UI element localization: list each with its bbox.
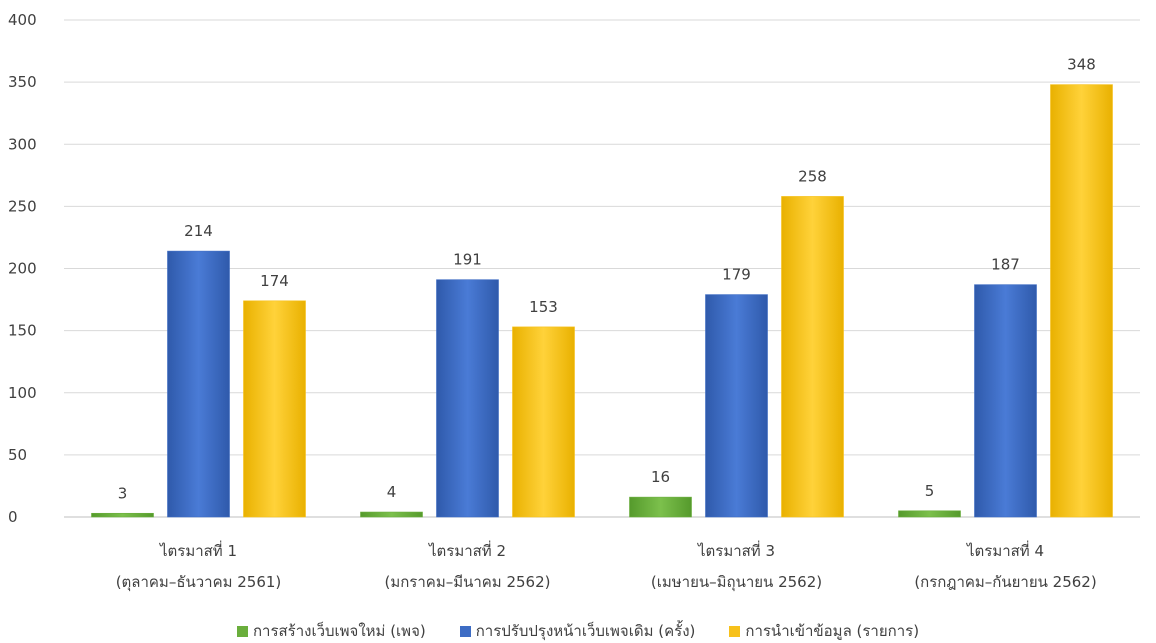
bar-series-1-q2 — [360, 511, 423, 518]
bar-series-2-q2 — [436, 279, 499, 518]
data-label: 191 — [453, 251, 482, 269]
data-label: 4 — [387, 483, 397, 501]
y-tick-label: 100 — [8, 384, 37, 402]
y-tick-label: 150 — [8, 322, 37, 340]
y-tick-label: 350 — [8, 73, 37, 91]
category-sublabel: (กรกฎาคม–กันยายน 2562) — [914, 573, 1096, 591]
bar-series-3-q3 — [781, 196, 844, 518]
bar-series-3-q1 — [243, 300, 306, 518]
legend-swatch — [459, 625, 471, 637]
legend-item: การสร้างเว็บเพจใหม่ (เพจ) — [236, 619, 426, 643]
data-label: 16 — [651, 468, 670, 486]
x-axis-categories: ไตรมาสที่ 1 (ตุลาคม–ธันวาคม 2561) ไตรมาสที… — [116, 540, 1097, 592]
bar-series-1-q4 — [898, 510, 961, 518]
category-label: ไตรมาสที่ 4 — [966, 540, 1044, 560]
bar-series-3-q2 — [512, 326, 575, 518]
legend-label: การปรับปรุงหน้าเว็บเพจเดิม (ครั้ง) — [475, 622, 696, 640]
bar-series-3-q4 — [1050, 84, 1113, 518]
category-label: ไตรมาสที่ 1 — [159, 540, 237, 560]
bar-series-1-q3 — [629, 496, 692, 518]
data-labels: 3 214 174 4 191 153 16 179 258 5 187 348 — [118, 56, 1096, 503]
data-label: 174 — [260, 272, 289, 290]
bar-series-1-q1 — [91, 512, 154, 518]
data-label: 348 — [1067, 56, 1096, 74]
bar-series-2-q4 — [974, 284, 1037, 518]
y-tick-label: 50 — [8, 446, 27, 464]
data-label: 214 — [184, 222, 213, 240]
legend-swatch — [236, 625, 248, 637]
y-axis-ticks: 0 50 100 150 200 250 300 350 400 — [8, 11, 37, 526]
legend-item: การปรับปรุงหน้าเว็บเพจเดิม (ครั้ง) — [459, 619, 696, 643]
data-label: 187 — [991, 256, 1020, 274]
bar-chart: 0 50 100 150 200 250 300 350 400 3 214 174 4 191 153 1… — [8, 11, 1140, 592]
category-label: ไตรมาสที่ 3 — [697, 540, 775, 560]
data-label: 3 — [118, 484, 128, 502]
category-sublabel: (มกราคม–มีนาคม 2562) — [384, 573, 550, 591]
legend-swatch — [729, 625, 741, 637]
data-label: 5 — [925, 482, 935, 500]
legend-label: การสร้างเว็บเพจใหม่ (เพจ) — [252, 622, 426, 640]
category-sublabel: (ตุลาคม–ธันวาคม 2561) — [116, 573, 282, 592]
y-tick-label: 0 — [8, 508, 18, 526]
category-sublabel: (เมษายน–มิถุนายน 2562) — [651, 573, 822, 592]
y-tick-label: 250 — [8, 197, 37, 215]
y-tick-label: 400 — [8, 11, 37, 29]
data-label: 179 — [722, 266, 751, 284]
legend: การสร้างเว็บเพจใหม่ (เพจ) การปรับปรุงหน้า… — [0, 620, 1156, 642]
data-label: 153 — [529, 298, 558, 316]
legend-label: การนำเข้าข้อมูล (รายการ) — [745, 622, 920, 640]
data-label: 258 — [798, 167, 827, 185]
y-tick-label: 300 — [8, 135, 37, 153]
bar-series-2-q1 — [167, 250, 230, 518]
bars — [91, 84, 1113, 518]
legend-item: การนำเข้าข้อมูล (รายการ) — [729, 619, 919, 643]
category-label: ไตรมาสที่ 2 — [428, 540, 506, 560]
y-tick-label: 200 — [8, 260, 37, 278]
bar-series-2-q3 — [705, 294, 768, 518]
